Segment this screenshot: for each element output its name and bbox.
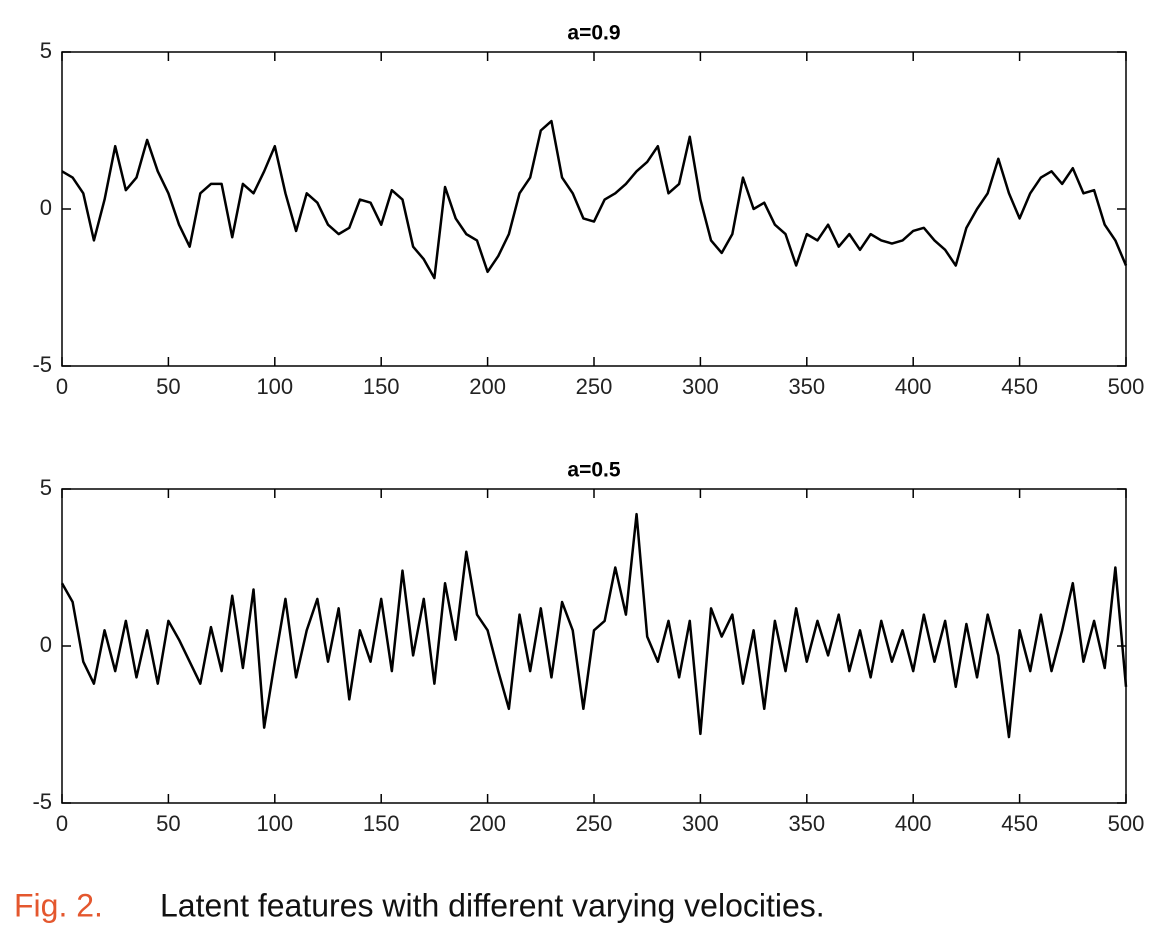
chart-title: a=0.9	[567, 22, 620, 45]
y-tick-label: 5	[40, 475, 52, 500]
x-tick-label: 450	[1001, 811, 1038, 836]
axes-box	[61, 51, 1127, 367]
x-tick-label: 250	[576, 374, 613, 399]
x-tick-label: 500	[1108, 811, 1145, 836]
x-tick-label: 400	[895, 811, 932, 836]
y-tick-label: -5	[32, 352, 52, 377]
x-tick-label: 50	[156, 374, 180, 399]
x-tick-label: 150	[363, 811, 400, 836]
y-tick-label: 0	[40, 195, 52, 220]
data-line	[61, 119, 1128, 280]
x-tick-label: 0	[56, 374, 68, 399]
caption-text: Latent features with different varying v…	[160, 887, 825, 923]
x-tick-label: 300	[682, 811, 719, 836]
x-tick-label: 100	[256, 374, 293, 399]
x-tick-label: 350	[788, 811, 825, 836]
x-tick-label: 0	[56, 811, 68, 836]
x-tick-label: 500	[1108, 374, 1145, 399]
x-tick-label: 250	[576, 811, 613, 836]
x-tick-label: 200	[469, 811, 506, 836]
x-tick-label: 300	[682, 374, 719, 399]
caption-label: Fig. 2.	[14, 887, 103, 923]
x-tick-label: 150	[363, 374, 400, 399]
chart-title: a=0.5	[567, 459, 620, 482]
x-tick-label: 350	[788, 374, 825, 399]
x-tick-label: 100	[256, 811, 293, 836]
y-tick-label: 5	[40, 38, 52, 63]
data-line	[60, 512, 1128, 739]
x-tick-label: 50	[156, 811, 180, 836]
y-tick-label: 0	[40, 632, 52, 657]
axes-box	[61, 488, 1127, 804]
y-tick-label: -5	[32, 789, 52, 814]
x-tick-label: 450	[1001, 374, 1038, 399]
x-tick-label: 400	[895, 374, 932, 399]
x-tick-label: 200	[469, 374, 506, 399]
